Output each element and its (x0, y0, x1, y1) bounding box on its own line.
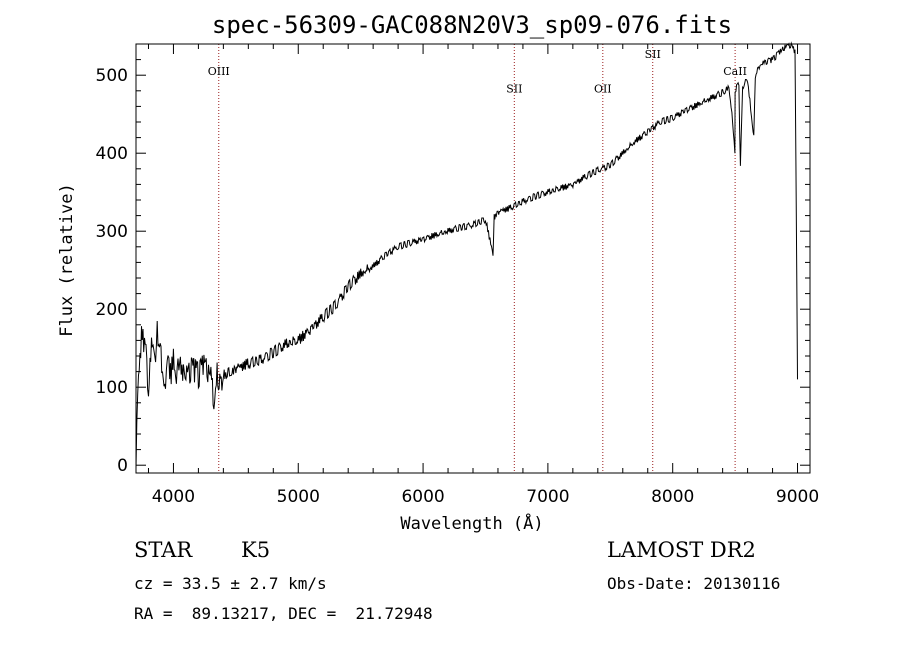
spectrum-line (135, 41, 798, 469)
x-tick-label: 6000 (401, 487, 444, 507)
y-tick-label: 400 (96, 144, 128, 164)
spectral-line-label: SII (506, 82, 522, 95)
spectral-line-label: OIII (208, 65, 230, 78)
x-tick-label: 9000 (776, 487, 819, 507)
chart-title: spec-56309-GAC088N20V3_sp09-076.fits (212, 11, 732, 39)
object-subclass: K5 (241, 538, 271, 562)
x-tick-label: 8000 (651, 487, 694, 507)
spectral-line-label: OII (594, 82, 612, 95)
y-tick-label: 0 (117, 456, 128, 476)
spectrum-chart: spec-56309-GAC088N20V3_sp09-076.fits OII… (57, 11, 819, 534)
x-tick-label: 5000 (277, 487, 320, 507)
y-tick-label: 500 (96, 66, 128, 86)
y-tick-label: 100 (96, 378, 128, 398)
object-class: STAR (134, 538, 193, 562)
y-tick-label: 200 (96, 300, 128, 320)
x-axis-label: Wavelength (Å) (400, 512, 543, 534)
redshift-cz: cz = 33.5 ± 2.7 km/s (134, 574, 327, 593)
x-tick-label: 4000 (152, 487, 195, 507)
spectral-line-label: CaII (723, 65, 747, 78)
x-axis-ticks: 4000 5000 6000 7000 8000 9000 (147, 44, 819, 507)
y-tick-label: 300 (96, 222, 128, 242)
sky-coordinates: RA = 89.13217, DEC = 21.72948 (134, 604, 433, 623)
observation-date: Obs-Date: 20130116 (607, 574, 781, 593)
y-axis-label: Flux (relative) (57, 183, 77, 337)
spectral-line-label: SII (645, 48, 661, 61)
survey-name: LAMOST DR2 (607, 538, 756, 562)
x-tick-label: 7000 (526, 487, 569, 507)
plot-frame (135, 43, 811, 474)
y-axis-ticks: 0 100 200 300 400 500 (96, 43, 810, 476)
spectral-line-markers: OIII SII OII SII CaII (208, 44, 747, 473)
spectrum-series (135, 41, 798, 469)
